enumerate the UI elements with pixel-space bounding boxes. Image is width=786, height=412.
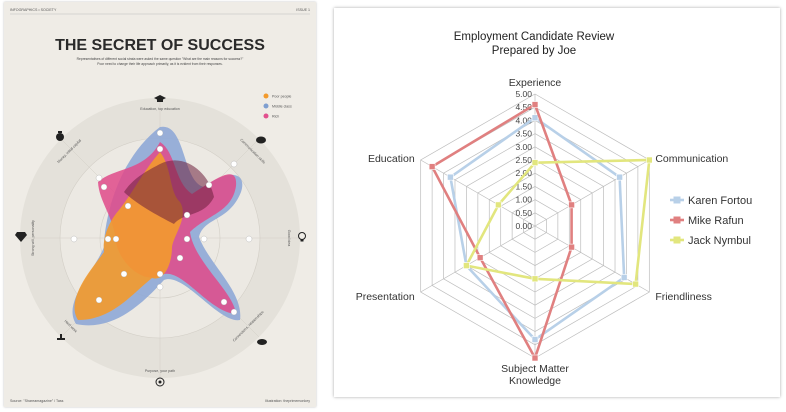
poster-category-label-5: Purpose, your path [145, 369, 175, 373]
target-icon [155, 377, 165, 387]
axis-label: Friendliness [655, 291, 712, 303]
radar-chart-panel: Employment Candidate Review Prepared by … [334, 8, 780, 397]
legend-marker [673, 196, 681, 204]
person-icon [263, 103, 269, 109]
series-point [428, 163, 436, 170]
person-icon [263, 93, 269, 99]
legend-label: Mike Rafun [688, 215, 744, 227]
axis-label: Subject Matter [501, 363, 569, 375]
poster-legend: Poor people Middle class Rich [263, 93, 292, 119]
series-point [531, 275, 539, 283]
tick-label: 1.50 [515, 181, 532, 191]
poster-footer-left: Source: "Shareamagazine" / Tass [10, 399, 64, 403]
poster-header-left: INFOGRAPHICS • SOCIETY [10, 8, 57, 12]
tick-label: 2.00 [515, 168, 532, 178]
series-point [620, 274, 628, 281]
chart-subtitle: Prepared by Joe [492, 45, 576, 57]
series-point [531, 354, 539, 362]
axis-label: Experience [509, 77, 562, 89]
poster-title: THE SECRET OF SUCCESS [55, 37, 265, 54]
series-point [463, 262, 470, 269]
tick-label: 0.50 [515, 208, 532, 218]
series-point [646, 156, 653, 164]
poster-footer-right: Illustration: theprimemonkey [265, 399, 310, 403]
legend-marker [673, 216, 681, 224]
axis-label: Knowledge [509, 375, 561, 387]
poster-canvas: INFOGRAPHICS • SOCIETY ISSUE 1 THE SECRE… [10, 8, 310, 403]
axis-label: Education [368, 153, 415, 165]
radar-axis-labels: Experience Communication Friendliness Subje… [356, 77, 729, 387]
series-point [476, 254, 484, 261]
grid-spoke [534, 225, 650, 293]
poster-header-right: ISSUE 1 [296, 8, 310, 12]
series-point [531, 114, 539, 122]
tick-label: 1.00 [515, 195, 532, 205]
infographic-poster: INFOGRAPHICS • SOCIETY ISSUE 1 THE SECRE… [4, 2, 316, 407]
poster-category-label-1: Education, top education [140, 107, 180, 111]
poster-legend-label-3: Rich [272, 115, 279, 119]
radar-series [428, 101, 653, 362]
series-point [616, 173, 623, 181]
legend-marker [673, 236, 681, 244]
chart-legend: Karen Fortou Mike Rafun Jack Nymbul [670, 195, 752, 247]
money-bag-icon [56, 131, 64, 141]
grid-spoke [534, 159, 650, 227]
poster-category-label-7: Strong will, personality [31, 220, 35, 256]
legend-label: Jack Nymbul [688, 235, 751, 247]
superman-icon [15, 232, 27, 242]
axis-label: Communication [655, 153, 728, 165]
lightbulb-icon [298, 232, 306, 242]
series-point [568, 243, 575, 251]
series-point [632, 280, 639, 288]
radar-chart: Employment Candidate Review Prepared by … [356, 31, 752, 387]
handshake-icon [256, 136, 266, 144]
scale-icon [57, 334, 65, 340]
poster-subtitle-2: Poor need to change their life approach … [97, 62, 223, 66]
series-point [531, 101, 539, 108]
radar-tick-labels: 0.00 0.50 1.00 1.50 2.00 2.50 3.00 3.50 4.00 4.50… [515, 89, 532, 231]
poster-legend-label-1: Poor people [272, 95, 291, 99]
tick-label: 3.00 [515, 142, 532, 152]
legend-label: Karen Fortou [688, 195, 752, 207]
poster-subtitle-1: Representatives of different social stra… [77, 57, 244, 61]
tick-label: 5.00 [515, 89, 532, 99]
tick-label: 4.50 [515, 102, 532, 112]
tick-label: 2.50 [515, 155, 532, 165]
tick-label: 3.50 [515, 129, 532, 139]
series-point [531, 336, 539, 343]
series-line [448, 116, 626, 342]
poster-category-icons [15, 95, 306, 387]
poster-category-label-3: Good idea [287, 230, 291, 247]
series-point [495, 201, 502, 209]
handshake-icon [257, 339, 267, 345]
poster-blob-overlap [124, 160, 214, 224]
graduation-cap-icon [154, 95, 166, 102]
grid-spoke [420, 159, 536, 227]
series-point [447, 173, 454, 181]
person-icon [263, 113, 269, 119]
tick-label: 0.00 [515, 221, 532, 231]
chart-title: Employment Candidate Review [454, 31, 615, 43]
poster-legend-label-2: Middle class [272, 105, 292, 109]
series-point [531, 159, 539, 166]
tick-label: 4.00 [515, 115, 532, 125]
radar-grid [420, 93, 650, 359]
poster-value-markers [70, 129, 253, 316]
axis-label: Presentation [356, 291, 415, 303]
series-point [568, 201, 575, 209]
